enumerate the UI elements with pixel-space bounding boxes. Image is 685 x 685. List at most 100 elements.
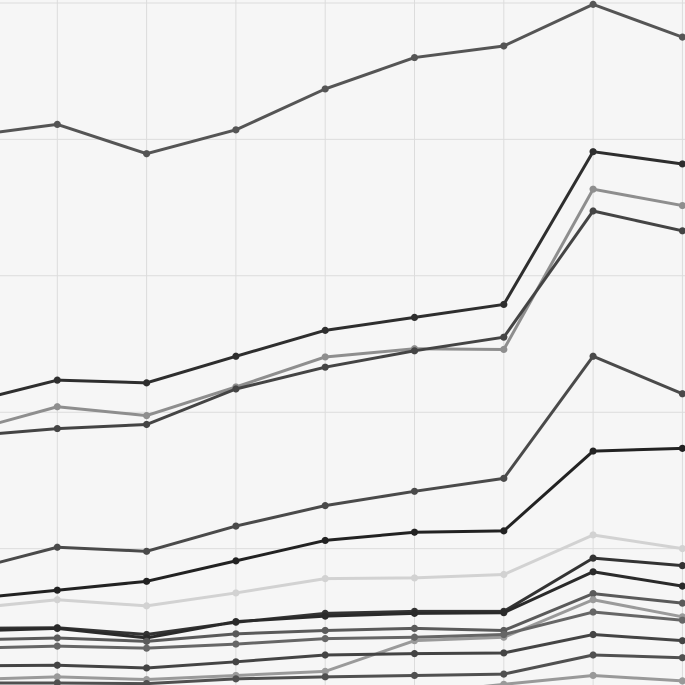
data-point bbox=[678, 562, 685, 570]
data-point bbox=[500, 345, 508, 354]
data-point bbox=[500, 570, 508, 579]
data-point bbox=[143, 150, 151, 158]
data-point bbox=[500, 333, 508, 341]
data-point bbox=[410, 574, 419, 582]
data-point bbox=[678, 444, 685, 452]
data-point bbox=[589, 0, 597, 8]
data-point bbox=[589, 608, 597, 616]
data-point bbox=[143, 637, 151, 645]
data-point bbox=[321, 363, 329, 371]
data-point bbox=[410, 650, 419, 658]
data-point bbox=[232, 352, 240, 360]
data-point bbox=[53, 642, 61, 650]
data-point bbox=[232, 385, 240, 393]
data-point bbox=[232, 640, 240, 648]
data-point bbox=[321, 502, 329, 510]
data-point bbox=[321, 326, 329, 334]
data-point bbox=[143, 644, 151, 652]
data-point bbox=[678, 677, 685, 685]
data-point bbox=[53, 634, 61, 642]
data-point bbox=[589, 554, 597, 562]
data-point bbox=[321, 626, 329, 635]
data-point bbox=[410, 624, 419, 632]
data-point bbox=[53, 679, 61, 685]
series-12 bbox=[0, 608, 685, 652]
data-point bbox=[589, 207, 597, 215]
data-point bbox=[410, 313, 419, 322]
series-line bbox=[483, 673, 683, 685]
data-point bbox=[53, 661, 61, 669]
data-point bbox=[500, 609, 508, 617]
data-point bbox=[53, 673, 61, 681]
data-point bbox=[321, 651, 329, 659]
data-point bbox=[53, 403, 61, 411]
data-point bbox=[500, 630, 508, 639]
data-point bbox=[678, 33, 685, 41]
data-point bbox=[232, 126, 240, 134]
data-point bbox=[500, 649, 508, 657]
data-point bbox=[678, 616, 685, 624]
data-point bbox=[678, 545, 685, 553]
data-point bbox=[678, 599, 685, 607]
data-point bbox=[589, 568, 597, 576]
data-point bbox=[500, 527, 508, 535]
data-point bbox=[53, 624, 61, 632]
data-point bbox=[589, 531, 597, 539]
data-point bbox=[232, 658, 240, 666]
data-point bbox=[232, 675, 240, 683]
data-point bbox=[500, 680, 508, 685]
data-point bbox=[589, 651, 597, 659]
data-point bbox=[500, 42, 508, 50]
data-point bbox=[678, 582, 685, 590]
data-point bbox=[589, 447, 597, 455]
data-point bbox=[143, 412, 151, 420]
series-7 bbox=[0, 531, 685, 610]
data-point bbox=[410, 347, 419, 355]
data-point bbox=[589, 671, 597, 680]
data-point bbox=[143, 602, 151, 610]
data-point bbox=[321, 353, 329, 361]
data-point bbox=[232, 522, 240, 530]
data-point bbox=[678, 390, 685, 398]
data-point bbox=[410, 633, 419, 641]
data-point bbox=[410, 487, 419, 495]
data-point bbox=[321, 667, 329, 675]
data-point bbox=[53, 596, 61, 604]
data-point bbox=[678, 637, 685, 645]
data-point bbox=[232, 617, 240, 626]
series-1 bbox=[0, 0, 685, 158]
data-point bbox=[53, 120, 61, 128]
data-point bbox=[321, 612, 329, 620]
data-point bbox=[500, 300, 508, 309]
data-point bbox=[678, 654, 685, 662]
series-6 bbox=[0, 444, 685, 598]
data-point bbox=[53, 586, 61, 594]
series-14 bbox=[0, 651, 685, 685]
data-point bbox=[589, 590, 597, 598]
data-point bbox=[678, 227, 685, 235]
data-point bbox=[143, 664, 151, 672]
data-point bbox=[589, 185, 597, 193]
data-point bbox=[321, 575, 329, 583]
series-5 bbox=[0, 352, 685, 564]
data-point bbox=[143, 680, 151, 685]
data-point bbox=[589, 148, 597, 156]
data-point bbox=[321, 635, 329, 643]
data-point bbox=[232, 589, 240, 597]
data-point bbox=[589, 596, 597, 604]
data-point bbox=[321, 536, 329, 545]
data-point bbox=[53, 543, 61, 551]
data-point bbox=[589, 352, 597, 360]
data-point bbox=[410, 53, 419, 62]
series-2 bbox=[0, 148, 685, 397]
data-point bbox=[410, 528, 419, 536]
data-point bbox=[500, 474, 508, 482]
series-15 bbox=[483, 671, 685, 685]
data-point bbox=[410, 671, 419, 680]
data-point bbox=[589, 630, 597, 639]
data-point bbox=[678, 160, 685, 168]
data-point bbox=[53, 376, 61, 384]
